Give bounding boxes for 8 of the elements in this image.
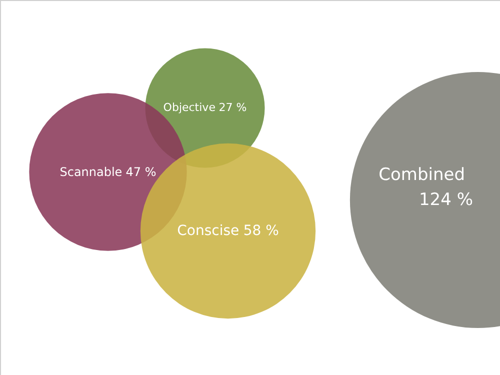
category-label: Objective <box>163 101 216 114</box>
category-label: Combined <box>378 165 466 185</box>
data-label: 58 % <box>243 223 279 239</box>
category-label: Conscise <box>177 223 240 239</box>
data-label: 124 % <box>418 190 474 210</box>
data-label: 47 % <box>126 165 156 179</box>
data-label: 27 % <box>218 101 247 114</box>
category-label: Scannable <box>60 165 122 179</box>
